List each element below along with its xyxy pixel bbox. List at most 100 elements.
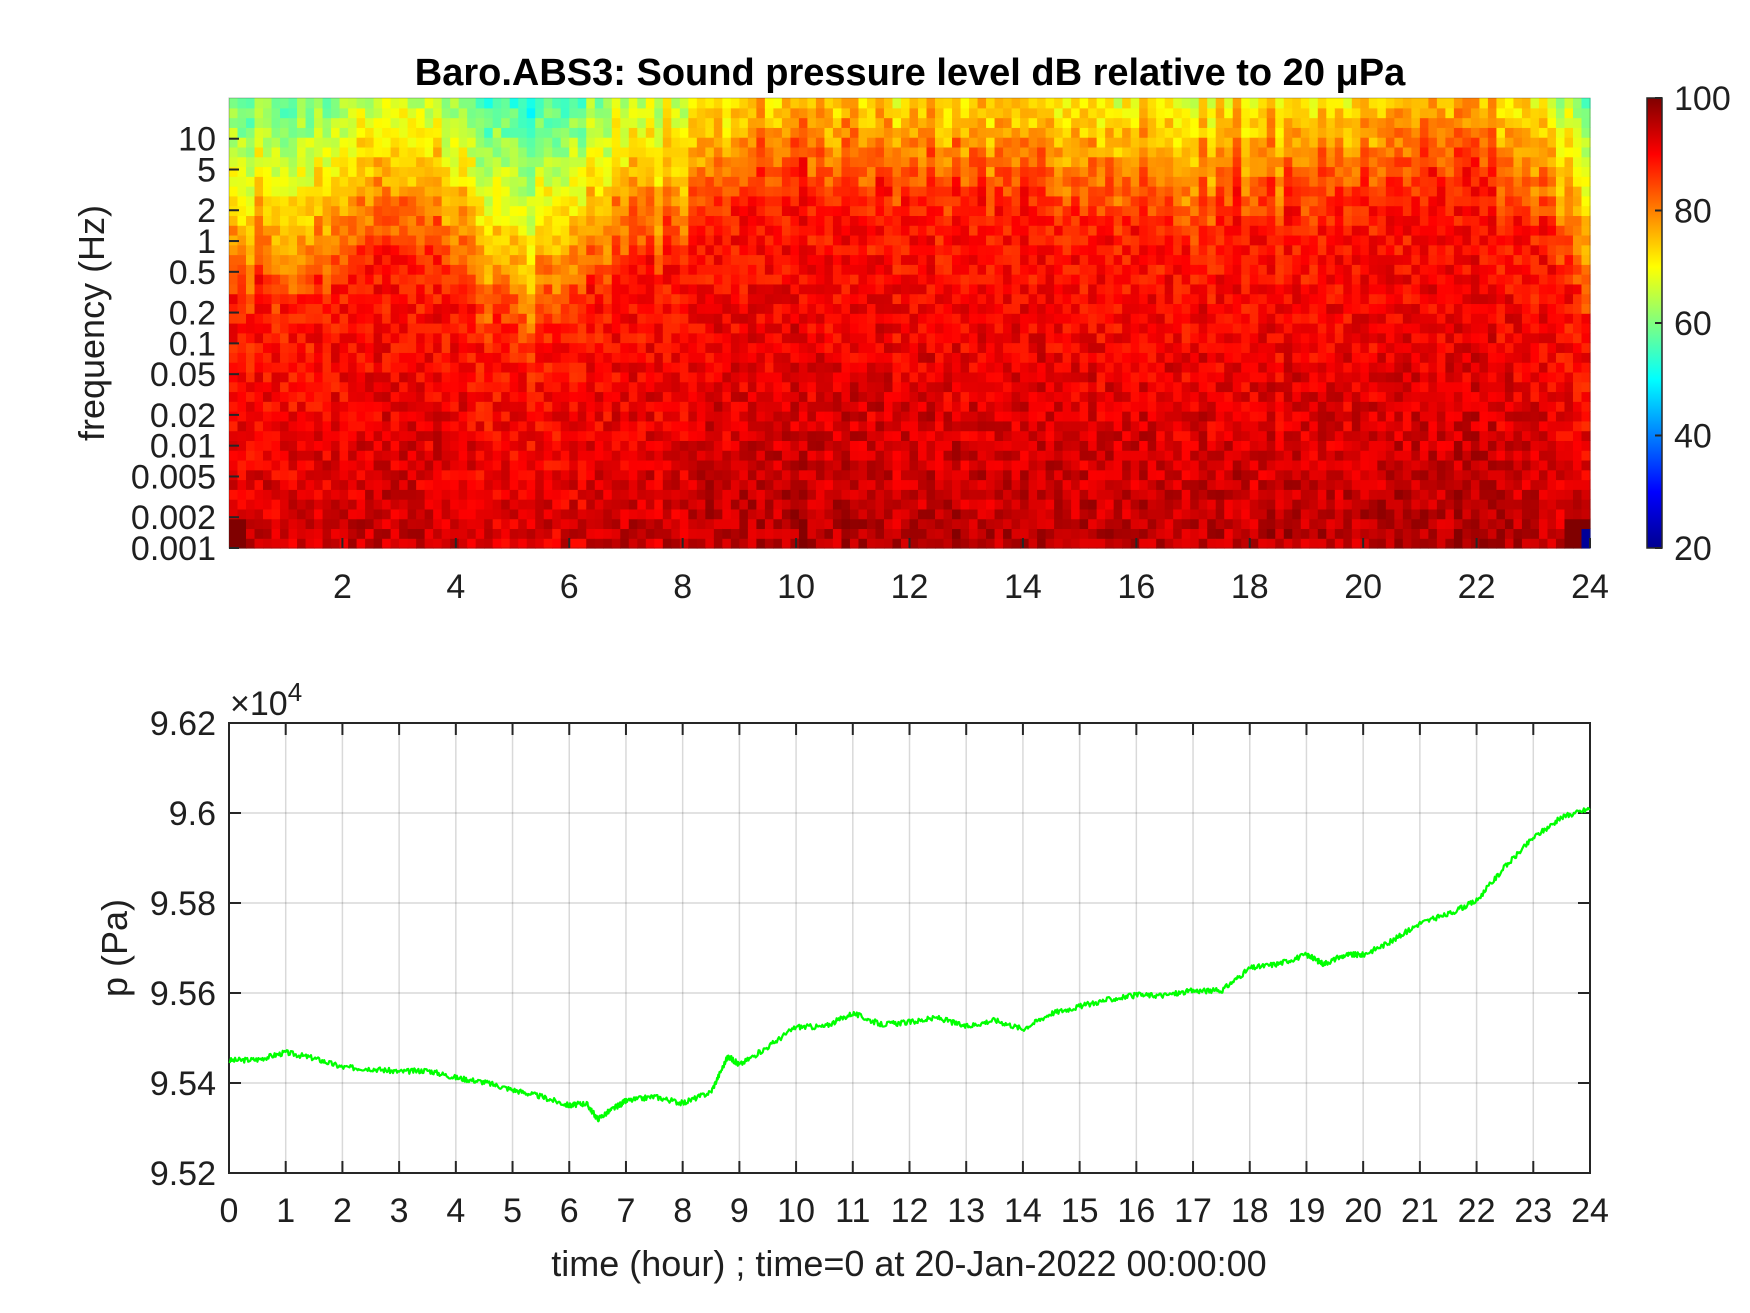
heatmap-cell (892, 371, 902, 383)
heatmap-cell (1113, 508, 1123, 520)
heatmap-cell (943, 137, 953, 148)
heatmap-cell (790, 254, 800, 265)
heatmap-cell (790, 244, 800, 256)
heatmap-cell (543, 362, 553, 373)
heatmap-cell (433, 244, 443, 256)
heatmap-cell (662, 342, 672, 353)
heatmap-cell (688, 293, 698, 305)
heatmap-cell (730, 195, 740, 207)
heatmap-cell (1028, 186, 1038, 197)
heatmap-cell (526, 127, 536, 138)
heatmap-cell (832, 371, 843, 383)
heatmap-cell (705, 518, 715, 530)
heatmap-cell (288, 156, 298, 168)
heatmap-cell (986, 293, 996, 305)
heatmap-cell (1037, 186, 1047, 197)
heatmap-cell (535, 440, 545, 451)
heatmap-cell (969, 254, 979, 265)
heatmap-cell (1088, 137, 1098, 148)
heatmap-cell (909, 489, 919, 500)
heatmap-cell (798, 254, 809, 265)
heatmap-cell (501, 205, 511, 216)
heatmap-cell (994, 489, 1004, 500)
heatmap-cell (331, 137, 341, 148)
heatmap-cell (1079, 342, 1089, 353)
heatmap-cell (730, 489, 740, 500)
heatmap-cell (1079, 371, 1089, 383)
heatmap-cell (237, 401, 247, 412)
heatmap-cell (305, 127, 315, 138)
heatmap-cell (926, 274, 936, 285)
heatmap-cell (628, 479, 638, 490)
heatmap-cell (739, 254, 749, 265)
heatmap-cell (952, 186, 962, 197)
heatmap-cell (900, 342, 911, 353)
heatmap-cell (356, 195, 366, 207)
heatmap-cell (841, 450, 851, 461)
heatmap-cell (263, 401, 273, 412)
heatmap-cell (866, 205, 877, 216)
heatmap-cell (399, 205, 409, 216)
heatmap-cell (280, 469, 290, 481)
heatmap-cell (773, 459, 783, 471)
heatmap-cell (254, 352, 264, 363)
heatmap-cell (1130, 362, 1140, 373)
heatmap-cell (662, 411, 672, 422)
heatmap-cell (1028, 137, 1038, 148)
heatmap-cell (986, 499, 996, 510)
heatmap-cell (824, 411, 834, 422)
heatmap-cell (807, 528, 817, 539)
heatmap-cell (790, 332, 800, 344)
heatmap-cell (679, 332, 689, 344)
heatmap-cell (543, 420, 553, 432)
heatmap-cell (807, 352, 817, 363)
heatmap-cell (849, 508, 860, 520)
heatmap-cell (535, 518, 545, 530)
heatmap-cell (356, 146, 366, 158)
heatmap-cell (1054, 362, 1064, 373)
heatmap-cell (484, 508, 494, 520)
heatmap-cell (952, 117, 962, 128)
heatmap-cell (1096, 342, 1106, 353)
heatmap-cell (671, 332, 681, 344)
heatmap-cell (322, 518, 332, 530)
heatmap-cell (1079, 381, 1089, 393)
heatmap-cell (935, 225, 945, 236)
heatmap-cell (458, 489, 468, 500)
heatmap-cell (407, 362, 417, 373)
heatmap-cell (543, 342, 553, 353)
heatmap-cell (1079, 274, 1089, 285)
heatmap-cell (1071, 303, 1081, 314)
heatmap-cell (832, 528, 843, 539)
heatmap-cell (1020, 293, 1030, 305)
heatmap-cell (705, 313, 715, 324)
heatmap-cell (688, 450, 698, 461)
heatmap-cell (441, 244, 451, 256)
heatmap-cell (645, 234, 655, 246)
heatmap-cell (756, 499, 766, 510)
heatmap-cell (730, 371, 740, 383)
heatmap-cell (977, 303, 987, 314)
heatmap-cell (331, 166, 341, 177)
heatmap-cell (696, 244, 706, 256)
heatmap-cell (935, 499, 945, 510)
heatmap-cell (1105, 420, 1115, 432)
heatmap-cell (815, 420, 826, 432)
heatmap-cell (875, 469, 885, 481)
heatmap-cell (237, 313, 247, 324)
heatmap-cell (815, 244, 826, 256)
heatmap-cell (331, 430, 341, 441)
heatmap-cell (424, 440, 434, 451)
heatmap-cell (322, 411, 332, 422)
heatmap-cell (416, 293, 426, 305)
heatmap-cell (543, 156, 553, 168)
heatmap-cell (926, 303, 936, 314)
heatmap-cell (1096, 479, 1106, 490)
heatmap-cell (620, 205, 630, 216)
heatmap-cell (526, 401, 536, 412)
heatmap-cell (611, 313, 621, 324)
heatmap-cell (1130, 420, 1140, 432)
heatmap-cell (1011, 98, 1021, 109)
heatmap-cell (722, 186, 732, 197)
heatmap-cell (875, 323, 885, 334)
